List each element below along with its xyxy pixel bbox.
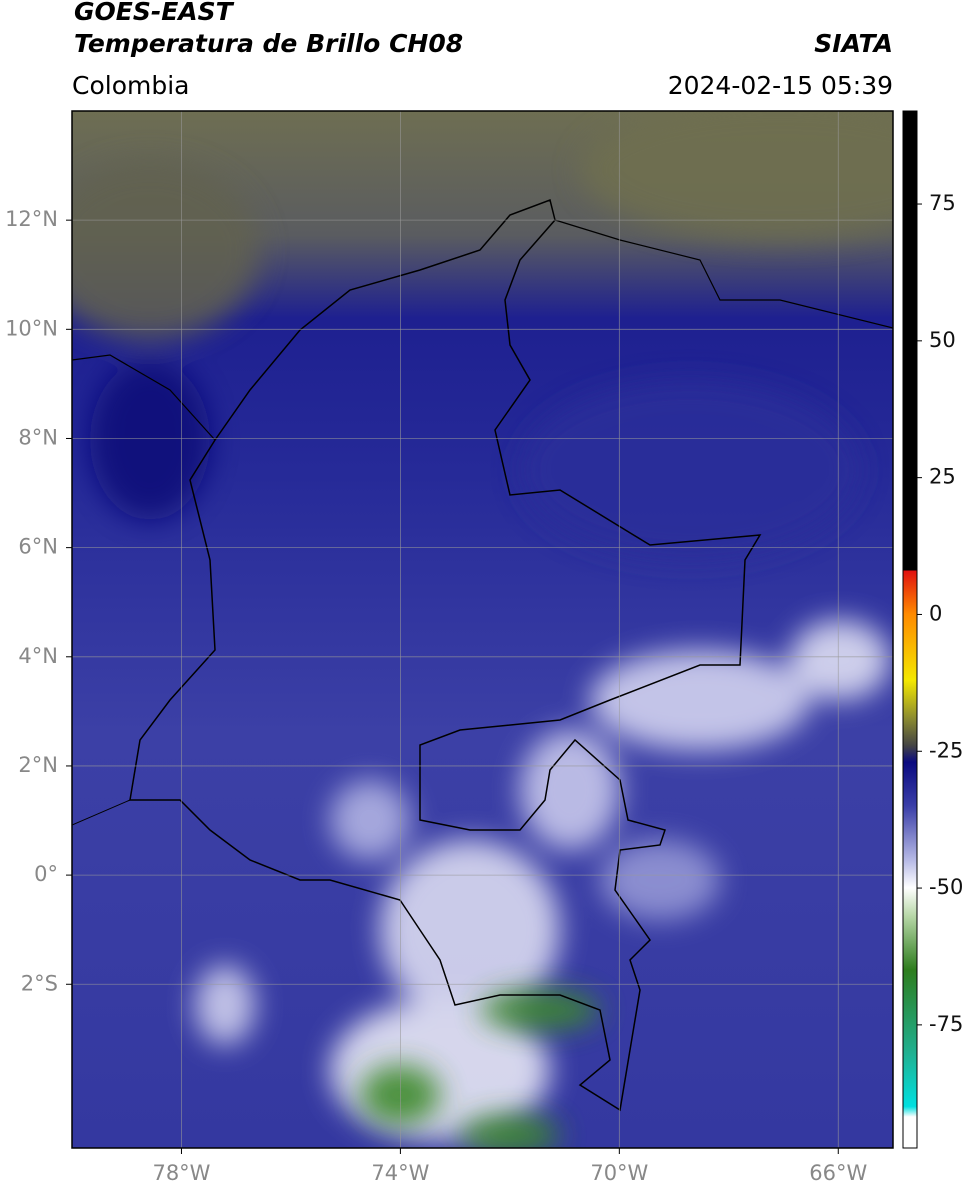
y-tick-label: 8°N [18,425,58,449]
colorbar-tick-label: 25 [929,465,956,489]
colorbar-tick-label: -25 [929,738,963,762]
colorbar-tick-label: -50 [929,875,963,899]
y-tick-label: 12°N [5,207,58,231]
subtitle: Temperatura de Brillo CH08 [74,29,463,58]
y-tick-label: 0° [34,862,58,886]
x-tick-label: 66°W [809,1161,867,1185]
colorbar-tick-label: 75 [929,191,956,215]
y-tick-label: 10°N [5,316,58,340]
colorbar-tick-label: 0 [929,601,942,625]
colorbar-tick-label: 50 [929,328,956,352]
x-tick-label: 74°W [371,1161,429,1185]
timestamp: 2024-02-15 05:39 [668,71,893,100]
grid [72,111,893,1148]
y-tick-label: 4°N [18,644,58,668]
colorbar [902,110,918,1149]
title: GOES-EAST [74,0,235,26]
y-tick-label: 2°S [21,971,58,995]
source: SIATA [814,29,893,58]
y-tick-label: 6°N [18,535,58,559]
x-tick-label: 70°W [590,1161,648,1185]
y-tick-label: 2°N [18,753,58,777]
satellite-image [72,111,893,1148]
region: Colombia [72,71,189,100]
map-frame [71,110,894,1149]
x-tick-label: 78°W [152,1161,210,1185]
colorbar-tick-label: -75 [929,1012,963,1036]
